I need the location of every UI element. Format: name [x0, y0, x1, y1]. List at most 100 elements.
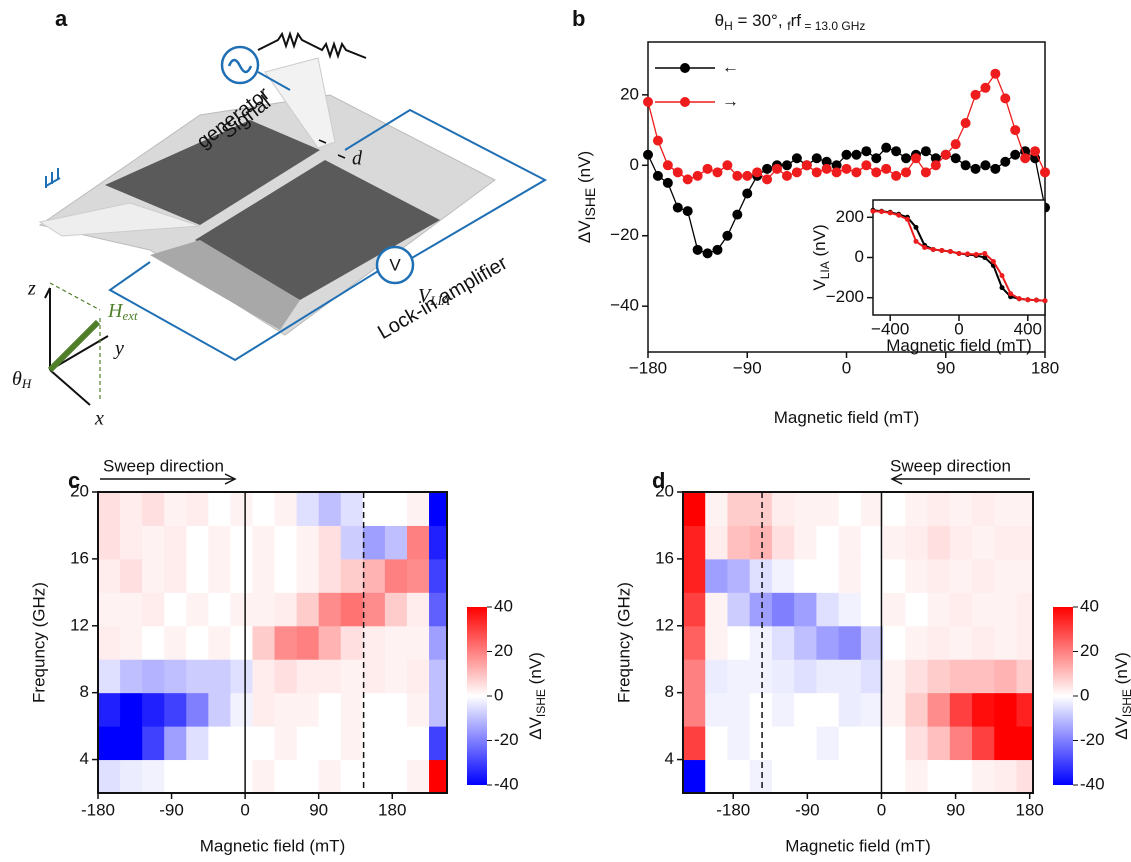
heat-cell: [142, 525, 165, 560]
heat-cell: [120, 659, 143, 694]
heat-cell: [429, 525, 447, 560]
heat-cell: [883, 558, 906, 593]
heat-cell: [186, 726, 209, 761]
heat-cell: [972, 659, 995, 694]
heat-cell: [860, 592, 884, 627]
data-point: [811, 167, 822, 178]
gap-arrows: [318, 139, 346, 159]
data-point: [643, 149, 653, 160]
heat-cell: [905, 726, 929, 761]
heat-cell: [816, 525, 840, 560]
heat-cell: [186, 492, 209, 526]
heat-cell: [816, 659, 840, 694]
heat-cell: [296, 558, 320, 593]
colorbar-tick-label: 20: [1080, 641, 1099, 660]
heat-cell: [318, 492, 342, 526]
chart-title: θH = 30°, frf = 13.0 GHz: [715, 11, 866, 33]
data-point: [982, 250, 988, 256]
label: H: [21, 376, 32, 391]
text-part: (nV): [810, 224, 829, 261]
heat-cell: [230, 692, 253, 727]
heat-cell: [296, 492, 320, 526]
text-part: = 30°,: [733, 11, 788, 30]
heat-cell: [816, 625, 840, 660]
heat-cell: [429, 492, 447, 526]
plot-frame: [872, 199, 1046, 316]
x-tick-label: -180: [81, 800, 115, 819]
data-point: [881, 163, 892, 174]
data-point: [643, 96, 653, 107]
heat-cell: [794, 659, 817, 694]
label: H: [107, 300, 124, 322]
coil: [257, 30, 367, 60]
heat-cell: [705, 625, 728, 660]
heat-cell: [208, 625, 231, 660]
label: θ: [12, 368, 22, 390]
heat-cell: [705, 726, 728, 761]
data-point: [1025, 297, 1031, 303]
heat-cell: [749, 492, 773, 526]
heat-cell: [318, 759, 342, 793]
heat-cell: [142, 726, 165, 761]
heat-cell: [905, 625, 929, 660]
heat-cell: [749, 558, 773, 593]
heat-cell: [340, 492, 364, 526]
y-axis-label: ΔVISHE (nV): [575, 151, 597, 243]
wire: [344, 108, 548, 263]
heat-cell: [1016, 558, 1033, 593]
heat-cell: [230, 759, 253, 793]
heat-cell: [340, 692, 364, 727]
heat-cell: [98, 726, 121, 761]
text-part: (nV): [526, 652, 545, 689]
text-part: ΔV: [575, 220, 594, 243]
arrowhead: [890, 473, 903, 485]
heat-cell: [429, 558, 447, 593]
data-point: [910, 153, 921, 164]
heat-cell: [816, 692, 840, 727]
data-point: [973, 251, 979, 257]
heat-cell: [164, 726, 187, 761]
data-point: [742, 188, 753, 199]
heat-cell: [384, 692, 408, 727]
heat-cell: [771, 525, 795, 560]
heat-cell: [838, 659, 862, 694]
heat-cell: [727, 659, 751, 694]
projection: [49, 282, 101, 400]
heat-cell: [905, 759, 929, 793]
heat-cell: [429, 625, 447, 660]
heat-cell: [340, 592, 364, 627]
colorbar-tick-label: 20: [494, 641, 513, 660]
data-point: [1000, 156, 1011, 167]
heat-cell: [994, 492, 1018, 526]
heat-cell: [683, 692, 706, 727]
data-point: [762, 163, 773, 174]
heat-cell: [727, 726, 751, 761]
heat-cell: [98, 659, 121, 694]
heat-cell: [883, 692, 906, 727]
heat-cell: [362, 525, 386, 560]
label: VLIA: [418, 285, 450, 308]
heat-cell: [142, 558, 165, 593]
data-point: [1042, 298, 1048, 304]
data-point: [702, 248, 713, 259]
heat-cell: [838, 492, 862, 526]
legend-label: ←: [722, 57, 739, 76]
label: V: [418, 285, 433, 307]
heat-cell: [905, 592, 929, 627]
data-point: [801, 160, 812, 171]
wire: [108, 261, 384, 362]
heat-cell: [252, 692, 276, 727]
heat-cell: [994, 692, 1018, 727]
heat-cell: [994, 759, 1018, 793]
heat-cell: [208, 525, 231, 560]
data-point: [682, 206, 693, 217]
heat-cell: [927, 759, 951, 793]
heat-cell: [749, 625, 773, 660]
data-point: [772, 163, 783, 174]
text-part: (nV): [1112, 652, 1131, 689]
data-point: [939, 247, 945, 253]
data-point: [682, 174, 693, 185]
heat-cell: [429, 726, 447, 761]
data-point: [662, 160, 673, 171]
heat-cell: [927, 659, 951, 694]
